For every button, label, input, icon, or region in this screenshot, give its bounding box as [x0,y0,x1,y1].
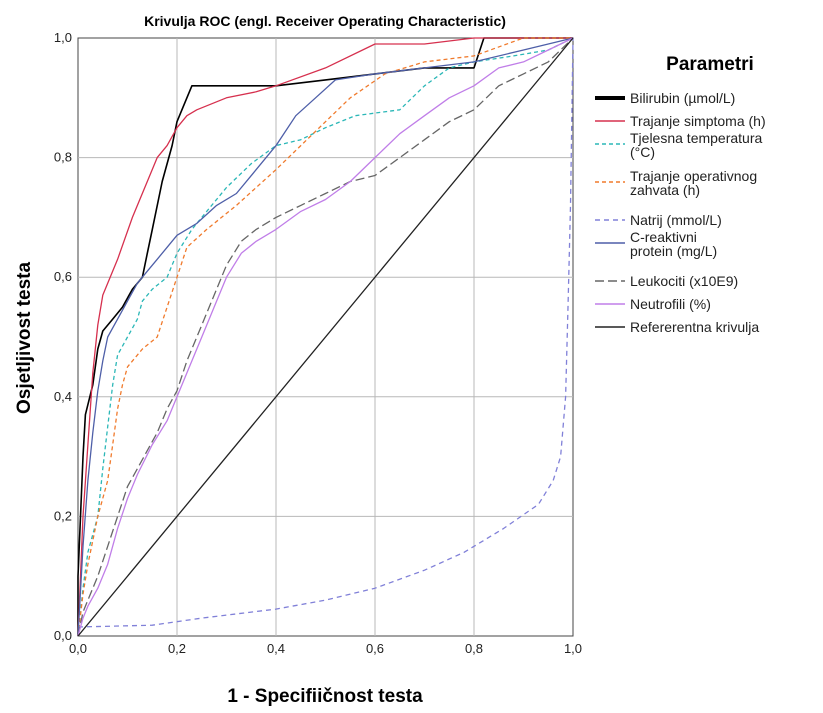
x-tick-label: 0,2 [168,641,186,656]
y-tick-label: 1,0 [54,30,72,45]
series-lines [77,37,574,637]
plot-frame [77,37,574,637]
legend-label-7: Leukociti (x10E9) [630,273,738,289]
legend-label-1: Bilirubin (µmol/L) [630,90,735,106]
series-line-8 [77,37,574,637]
x-tick-label: 0,0 [69,641,87,656]
legend-label-4: Trajanje operativnog zahvata (h) [630,168,757,198]
plot-border [77,37,574,637]
x-tick-label: 1,0 [564,641,582,656]
series-line-3 [77,37,574,637]
y-tick-label: 0,4 [54,389,72,404]
x-tick-label: 0,4 [267,641,285,656]
tick-labels: 0,0 0,2 0,4 0,6 0,8 1,0 0,0 0,2 0,4 0,6 0,8 1,0 [54,30,582,656]
y-tick-label: 0,0 [54,628,72,643]
legend-label-9: Refererentna krivulja [630,319,759,335]
series-line-5 [77,37,574,628]
series-line-9 [77,37,574,637]
y-tick-label: 0,8 [54,150,72,165]
series-line-7 [77,37,574,637]
legend-label-3: Tjelesna temperatura (°C) [630,130,763,160]
x-axis-label: 1 - Specifiičnost testa [227,686,423,707]
series-line-4 [77,37,573,637]
chart-title: Krivulja ROC (engl. Receiver Operating C… [144,13,506,29]
y-tick-label: 0,2 [54,508,72,523]
x-tick-label: 0,6 [366,641,384,656]
legend-label-6: C-reaktivni protein (mg/L) [630,229,717,259]
grid [78,38,573,636]
x-tick-label: 0,8 [465,641,483,656]
series-line-6 [77,37,574,637]
series-line-2 [77,37,573,637]
legend-title: Parametri [666,54,754,75]
y-tick-label: 0,6 [54,269,72,284]
legend-label-8: Neutrofili (%) [630,296,711,312]
y-axis-label: Osjetljivost testa [14,262,35,414]
legend-label-2: Trajanje simptoma (h) [630,113,766,129]
legend-label-5: Natrij (mmol/L) [630,212,722,228]
legend: Bilirubin (µmol/L)Trajanje simptoma (h)T… [595,90,766,335]
